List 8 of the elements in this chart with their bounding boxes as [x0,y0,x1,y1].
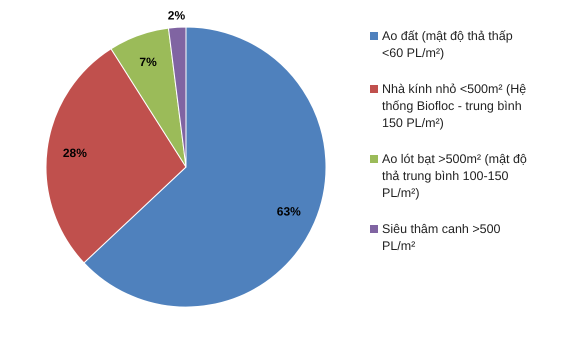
data-label: 2% [168,8,186,22]
data-label: 28% [62,146,88,160]
data-label: 63% [276,204,302,219]
legend-label: Siêu thâm canh >500 PL/m² [382,222,501,253]
legend-label: Ao đất (mật độ thả thấp <60 PL/m²) [382,29,513,60]
legend-label: Nhà kính nhỏ <500m² (Hệ thống Biofloc - trung bình 150 PL/m²) [382,82,526,130]
data-label: 7% [139,54,158,69]
legend-label: Ao lót bạt >500m² (mật độ thả trung bình 100-150 PL/m²) [382,152,527,200]
